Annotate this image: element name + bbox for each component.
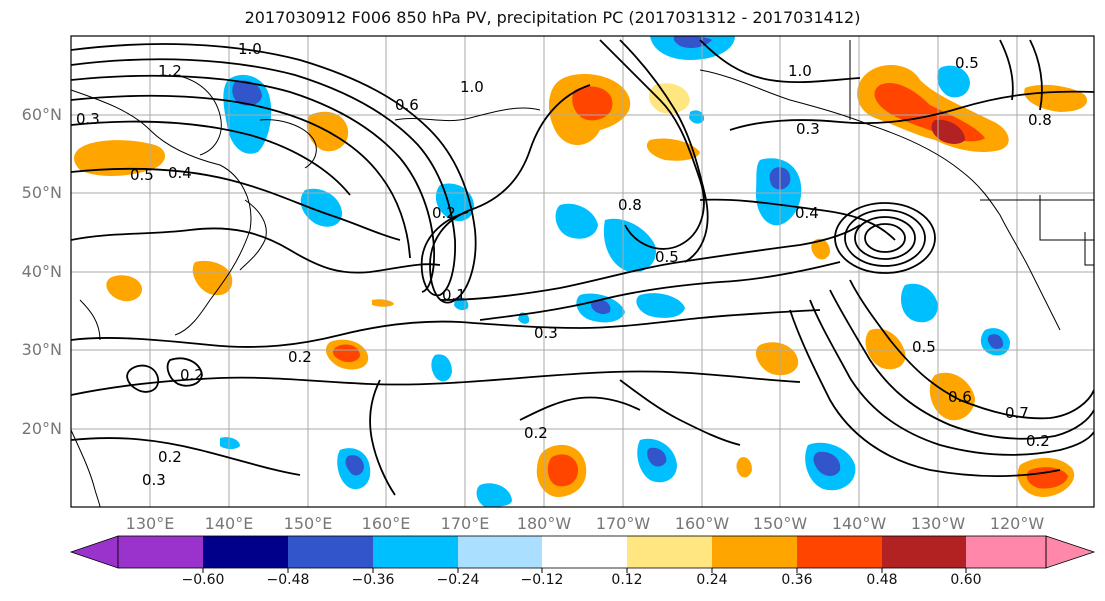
contour-label: 0.2 bbox=[158, 448, 182, 466]
contour-label: 1.0 bbox=[788, 62, 812, 80]
colorbar-tick-label: 0.60 bbox=[950, 572, 982, 588]
colorbar-ticks bbox=[202, 568, 967, 573]
contour-label: 0.2 bbox=[288, 348, 312, 366]
colorbar-bin bbox=[797, 536, 882, 568]
contour-label: 0.5 bbox=[955, 54, 979, 72]
contour-label: 0.4 bbox=[168, 164, 192, 182]
colorbar-tick-label: 0.12 bbox=[611, 572, 643, 588]
colorbar bbox=[69, 535, 1096, 573]
lon-label: 170°W bbox=[595, 514, 651, 533]
colorbar-tick-label: 0.48 bbox=[866, 572, 898, 588]
contour-label: 0.5 bbox=[655, 248, 679, 266]
contour-label: 0.2 bbox=[432, 204, 456, 222]
lat-label: 40°N bbox=[21, 262, 62, 281]
colorbar-tick-label: −0.12 bbox=[520, 572, 564, 588]
lon-label: 130°E bbox=[125, 514, 175, 533]
colorbar-bin bbox=[882, 536, 966, 568]
colorbar-tick-label: −0.48 bbox=[266, 572, 310, 588]
colorbar-tick-label: 0.36 bbox=[781, 572, 813, 588]
lon-label: 140°E bbox=[204, 514, 254, 533]
colorbar-bin bbox=[373, 536, 458, 568]
colorbar-bin bbox=[458, 536, 542, 568]
colorbar-tick-label: −0.60 bbox=[181, 572, 225, 588]
colorbar-bin bbox=[288, 536, 373, 568]
contour-label: 0.6 bbox=[948, 388, 972, 406]
contour-label: 0.4 bbox=[795, 204, 819, 222]
colorbar-extend-high bbox=[1045, 535, 1096, 569]
lon-label: 150°W bbox=[752, 514, 808, 533]
contour-label: 0.3 bbox=[142, 471, 166, 489]
lon-label: 120°W bbox=[989, 514, 1045, 533]
contour-label: 0.5 bbox=[130, 166, 154, 184]
lat-label: 30°N bbox=[21, 340, 62, 359]
colorbar-extend-low bbox=[69, 535, 119, 569]
contour-label: 0.5 bbox=[912, 338, 936, 356]
lat-lon-grid bbox=[71, 36, 1094, 507]
plot-frame bbox=[70, 35, 1095, 508]
contour-label: 0.8 bbox=[618, 196, 642, 214]
contour-label: 1.0 bbox=[238, 40, 262, 58]
pv-contours bbox=[71, 39, 1094, 496]
map-title: 2017030912 F006 850 hPa PV, precipitatio… bbox=[244, 8, 861, 27]
lon-label: 160°W bbox=[674, 514, 730, 533]
colorbar-frame bbox=[117, 535, 1047, 569]
contour-label: 0.3 bbox=[534, 324, 558, 342]
colorbar-bin bbox=[712, 536, 797, 568]
contour-label: 0.3 bbox=[76, 110, 100, 128]
contour-label: 0.2 bbox=[180, 366, 204, 384]
colorbar-bin bbox=[203, 536, 288, 568]
contour-label: 0.7 bbox=[1005, 404, 1029, 422]
colorbar-tick-label: −0.36 bbox=[351, 572, 395, 588]
precip-negative-shading bbox=[220, 36, 1010, 507]
contour-label: 0.8 bbox=[1028, 111, 1052, 129]
lon-label: 170°E bbox=[440, 514, 490, 533]
lat-label: 20°N bbox=[21, 419, 62, 438]
lat-label: 60°N bbox=[21, 105, 62, 124]
lon-label: 140°W bbox=[831, 514, 887, 533]
contour-label: 0.1 bbox=[442, 286, 466, 304]
colorbar-tick-label: −0.24 bbox=[436, 572, 480, 588]
contour-label: 1.2 bbox=[158, 62, 182, 80]
colorbar-bin bbox=[118, 536, 203, 568]
contour-label: 1.0 bbox=[460, 78, 484, 96]
colorbar-bin bbox=[966, 536, 1046, 568]
contour-label: 0.6 bbox=[395, 96, 419, 114]
lat-label: 50°N bbox=[21, 183, 62, 202]
colorbar-bin bbox=[542, 536, 627, 568]
contour-label: 0.3 bbox=[796, 120, 820, 138]
lon-label: 180°W bbox=[516, 514, 572, 533]
contour-label: 0.2 bbox=[1026, 432, 1050, 450]
lon-label: 160°E bbox=[361, 514, 411, 533]
colorbar-tick-label: 0.24 bbox=[696, 572, 728, 588]
contour-label-group: 1.0 1.2 0.3 0.5 0.4 0.6 1.0 0.2 0.8 0.5 … bbox=[76, 40, 1052, 489]
lon-label: 150°E bbox=[283, 514, 333, 533]
colorbar-bin bbox=[627, 536, 712, 568]
contour-label: 0.2 bbox=[524, 424, 548, 442]
precip-positive-shading bbox=[74, 64, 1088, 498]
lon-label: 130°W bbox=[910, 514, 966, 533]
